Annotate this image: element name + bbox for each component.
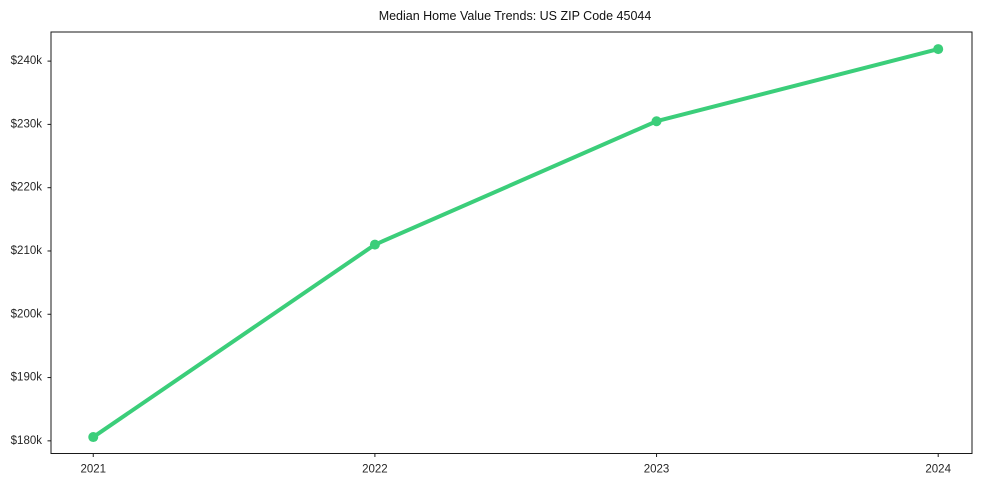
y-axis-tick-label: $220k <box>11 182 43 194</box>
y-axis-tick-label: $240k <box>11 55 43 67</box>
x-axis-tick-label: 2022 <box>362 464 388 476</box>
y-axis-tick-label: $180k <box>11 435 43 447</box>
x-axis-tick-label: 2023 <box>644 464 670 476</box>
y-axis-tick-label: $200k <box>11 308 43 320</box>
data-point-marker <box>651 116 662 127</box>
plot-frame <box>50 31 973 454</box>
data-point-marker <box>933 44 944 55</box>
data-point-marker <box>369 239 380 250</box>
y-axis-tick-label: $190k <box>11 372 43 384</box>
y-axis-tick-label: $210k <box>11 245 43 257</box>
plot-area: $180k $190k $200k $210k $220k $230k $240k 2021 2… <box>11 31 973 476</box>
data-point-marker <box>88 432 99 443</box>
chart-title: Median Home Value Trends: US ZIP Code 45… <box>379 9 652 23</box>
y-axis-tick-label: $230k <box>11 118 43 130</box>
x-axis-tick-label: 2021 <box>80 464 106 476</box>
x-axis-tick-label: 2024 <box>925 464 951 476</box>
trend-line <box>91 47 941 440</box>
